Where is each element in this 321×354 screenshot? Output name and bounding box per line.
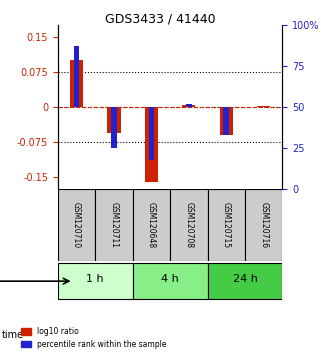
Bar [111,107,117,148]
FancyBboxPatch shape [58,263,133,299]
Text: 4 h: 4 h [161,274,179,284]
Bar [70,60,83,107]
FancyBboxPatch shape [245,189,282,262]
Text: GSM120648: GSM120648 [147,202,156,249]
Text: time: time [2,330,24,339]
Text: GSM120710: GSM120710 [72,202,81,249]
Legend: log10 ratio, percentile rank within the sample: log10 ratio, percentile rank within the … [20,325,168,350]
Bar [182,105,195,107]
Text: 1 h: 1 h [86,274,104,284]
FancyBboxPatch shape [208,189,245,262]
Text: 24 h: 24 h [233,274,257,284]
Bar [223,107,229,135]
FancyBboxPatch shape [133,189,170,262]
Bar [220,107,233,135]
Text: GSM120708: GSM120708 [184,202,193,249]
FancyBboxPatch shape [58,189,95,262]
Bar [149,107,154,160]
FancyBboxPatch shape [170,189,208,262]
Bar [257,105,270,107]
Text: GSM120711: GSM120711 [109,202,118,248]
Bar [186,104,192,107]
Text: GSM120715: GSM120715 [222,202,231,249]
Text: GDS3433 / 41440: GDS3433 / 41440 [105,12,216,25]
Text: GSM120716: GSM120716 [259,202,268,249]
Bar [108,107,120,133]
FancyBboxPatch shape [208,263,282,299]
Bar [74,46,79,107]
Bar [145,107,158,182]
FancyBboxPatch shape [95,189,133,262]
FancyBboxPatch shape [133,263,208,299]
